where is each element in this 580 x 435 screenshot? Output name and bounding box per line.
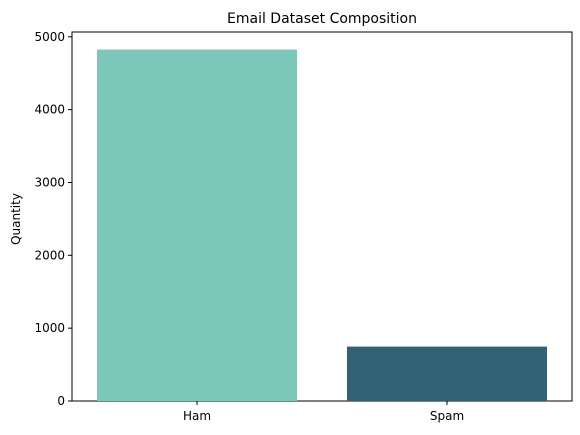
x-axis: Ham Spam <box>183 401 464 423</box>
plot-frame <box>71 31 573 402</box>
y-tick-label: 5000 <box>34 30 65 44</box>
chart-title: Email Dataset Composition <box>227 11 417 27</box>
bars <box>97 49 547 402</box>
x-tick-label-spam: Spam <box>430 409 464 423</box>
y-tick-label: 4000 <box>34 103 65 117</box>
bar-ham <box>97 49 297 402</box>
y-axis: 0 1000 2000 3000 4000 5000 <box>34 30 72 408</box>
y-tick-label: 2000 <box>34 248 65 262</box>
y-tick-label: 3000 <box>34 175 65 189</box>
y-tick-label: 0 <box>57 394 65 408</box>
y-tick-label: 1000 <box>34 321 65 335</box>
bar-spam <box>347 346 547 401</box>
x-tick-label-ham: Ham <box>183 409 211 423</box>
y-axis-label: Quantity <box>9 193 23 245</box>
plot-area <box>71 31 573 402</box>
